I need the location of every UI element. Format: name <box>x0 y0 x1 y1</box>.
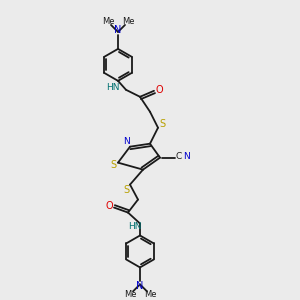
Text: O: O <box>105 201 113 211</box>
Text: N: N <box>184 152 190 161</box>
Text: Me: Me <box>102 17 114 26</box>
Text: Me: Me <box>124 290 136 299</box>
Text: HN: HN <box>106 83 120 92</box>
Text: N: N <box>136 281 144 291</box>
Text: S: S <box>159 119 165 129</box>
Text: C: C <box>176 152 182 161</box>
Text: N: N <box>124 137 130 146</box>
Text: S: S <box>123 184 129 195</box>
Text: S: S <box>110 160 116 170</box>
Text: Me: Me <box>144 290 156 299</box>
Text: N: N <box>114 25 122 35</box>
Text: O: O <box>155 85 163 95</box>
Text: HN: HN <box>128 222 142 231</box>
Text: Me: Me <box>122 17 134 26</box>
